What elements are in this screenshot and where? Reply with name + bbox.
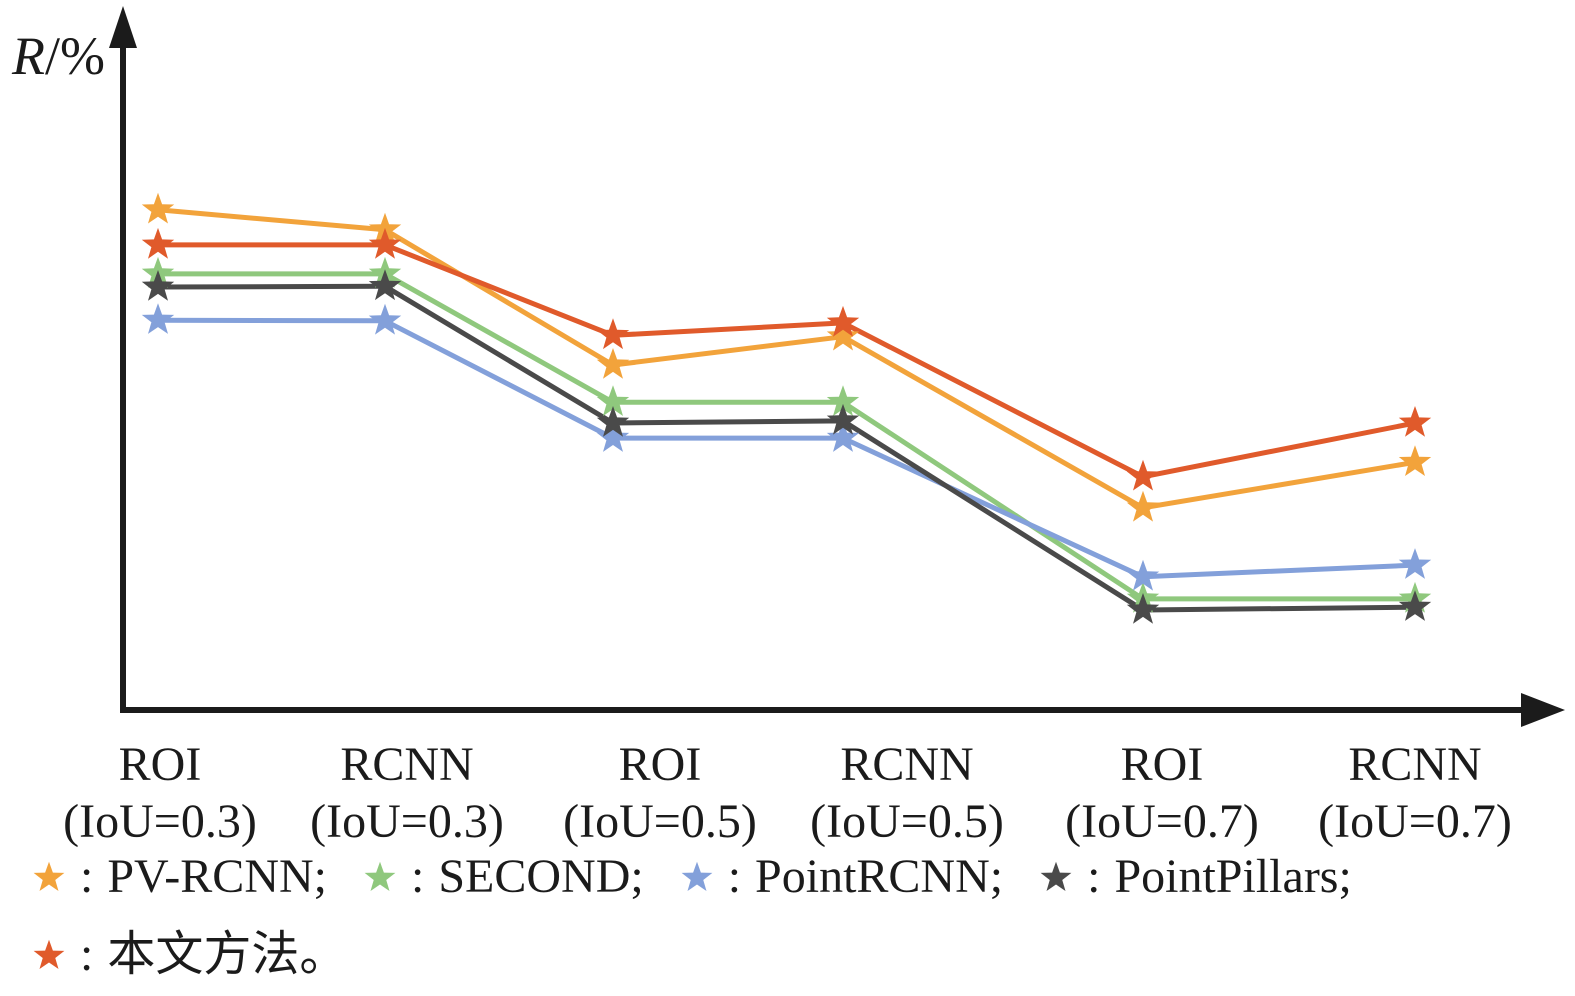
x-axis-label-method: RCNN: [340, 738, 474, 791]
x-axis-label-method: RCNN: [1348, 738, 1482, 791]
data-point-star-icon: [596, 406, 630, 437]
data-point-star-icon: [1398, 548, 1432, 579]
legend-separator: :: [1087, 850, 1101, 903]
data-point-star-icon: [826, 421, 860, 452]
data-point-star-icon: [1126, 593, 1160, 624]
x-axis-label-1: RCNN (IoU=0.3): [237, 736, 577, 850]
legend-label: 本文方法。: [107, 928, 348, 981]
data-point-star-icon: [596, 348, 630, 379]
data-point-star-icon: [141, 270, 175, 301]
x-axis-label-iou: (IoU=0.3): [310, 795, 504, 848]
data-point-star-icon: [596, 421, 630, 452]
star-icon: [33, 939, 65, 970]
data-point-star-icon: [826, 319, 860, 351]
data-point-star-icon: [1126, 559, 1160, 591]
data-point-star-icon: [1398, 445, 1432, 476]
y-axis-label-symbol: R: [12, 26, 45, 86]
data-point-star-icon: [368, 227, 402, 259]
data-point-star-icon: [596, 318, 630, 350]
x-axis-label-5: RCNN (IoU=0.7): [1245, 736, 1575, 850]
legend-item: : PV-RCNN;: [30, 846, 327, 908]
plot-area: [109, 6, 1565, 727]
data-point-star-icon: [826, 385, 860, 416]
x-axis-label-3: RCNN (IoU=0.5): [737, 736, 1077, 850]
series-line-PointRCNN: [157, 317, 1416, 580]
legend-separator: :: [80, 928, 94, 981]
legend-label: PointPillars;: [1114, 850, 1352, 903]
x-axis-label-method: RCNN: [840, 738, 974, 791]
star-icon: [1040, 861, 1072, 892]
legend-row-0: : PV-RCNN;: SECOND;: PointRCNN;: PointPillar…: [30, 846, 1386, 908]
series-line-SECOND: [158, 271, 1415, 602]
legend-item: : 本文方法。: [30, 924, 347, 986]
series-line-PV-RCNN: [157, 207, 1416, 511]
legend-item: : PointPillars;: [1037, 846, 1352, 908]
star-icon: [681, 861, 713, 892]
legend-separator: :: [410, 850, 425, 903]
legend-label: PointRCNN;: [755, 850, 1004, 903]
legend-row-1: : 本文方法。: [30, 924, 1386, 986]
x-axis-label-method: ROI: [618, 738, 702, 791]
y-axis-label: R/%: [12, 26, 105, 86]
legend: : PV-RCNN;: SECOND;: PointRCNN;: PointPillar…: [30, 846, 1386, 996]
legend-label: SECOND;: [438, 850, 644, 903]
y-axis-arrow-icon: [109, 6, 137, 48]
series-line-PointPillars: [157, 283, 1416, 613]
x-axis-label-iou: (IoU=0.7): [1065, 795, 1259, 848]
data-point-star-icon: [826, 305, 860, 337]
x-axis-label-2: ROI (IoU=0.5): [490, 736, 830, 850]
x-axis-label-iou: (IoU=0.5): [810, 795, 1004, 848]
legend-separator: :: [727, 850, 742, 903]
data-point-star-icon: [141, 227, 175, 259]
x-axis-label-0: ROI (IoU=0.3): [0, 736, 330, 850]
x-axis-label-iou: (IoU=0.3): [63, 795, 257, 848]
x-axis-label-method: ROI: [1120, 738, 1204, 791]
data-point-star-icon: [826, 403, 860, 435]
y-axis-label-unit: /%: [45, 26, 105, 86]
data-point-star-icon: [1398, 406, 1432, 437]
data-point-star-icon: [1398, 590, 1432, 621]
legend-separator: :: [80, 850, 94, 903]
data-point-star-icon: [596, 385, 630, 416]
data-point-star-icon: [141, 303, 175, 334]
x-axis-label-4: ROI (IoU=0.7): [992, 736, 1332, 850]
data-point-star-icon: [1126, 459, 1160, 491]
x-axis-label-method: ROI: [118, 738, 202, 791]
legend-item: : PointRCNN;: [678, 846, 1003, 908]
data-point-star-icon: [368, 269, 402, 301]
x-axis-label-iou: (IoU=0.7): [1318, 795, 1512, 848]
data-point-star-icon: [141, 192, 175, 224]
legend-label: PV-RCNN;: [107, 850, 327, 903]
legend-item: : SECOND;: [361, 846, 644, 908]
data-point-star-icon: [368, 303, 402, 335]
x-axis-label-iou: (IoU=0.5): [563, 795, 757, 848]
data-point-star-icon: [1126, 490, 1160, 522]
star-icon: [364, 861, 396, 892]
series-line-本文方法: [158, 242, 1416, 480]
star-icon: [33, 861, 65, 892]
x-axis-arrow-icon: [1521, 693, 1565, 727]
